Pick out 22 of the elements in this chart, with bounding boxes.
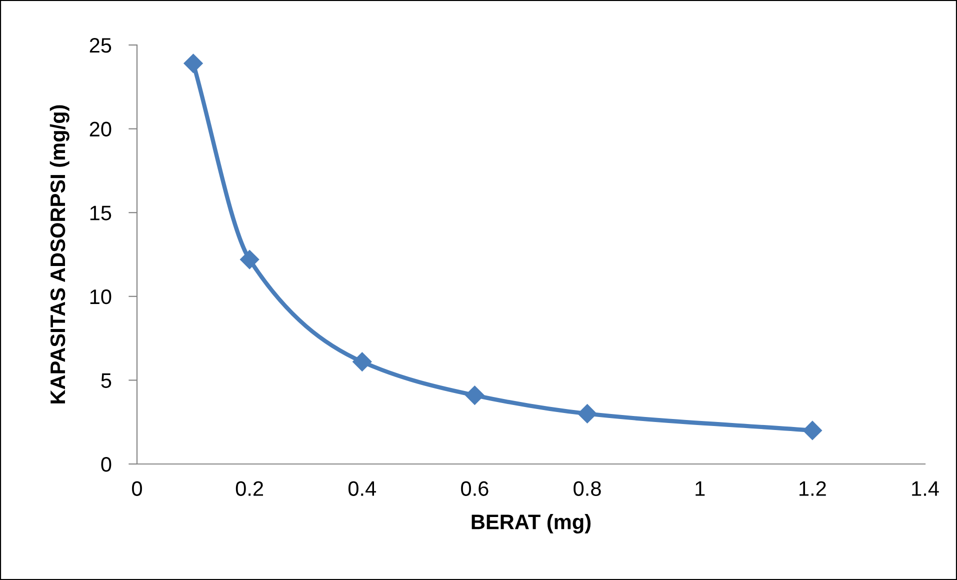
x-tick-label: 0.8 xyxy=(574,481,601,496)
x-tick-label: 0.6 xyxy=(461,481,488,496)
x-tick-label: 1.4 xyxy=(912,481,939,496)
y-tick-label: 15 xyxy=(90,206,112,220)
y-tick-label: 5 xyxy=(101,373,112,388)
y-tick-label: 0 xyxy=(101,457,112,472)
point xyxy=(184,54,203,73)
x-tick-label: 1.2 xyxy=(800,481,826,496)
point xyxy=(802,420,822,440)
point xyxy=(352,352,372,372)
x-tick-label: 1 xyxy=(696,481,705,496)
x-tick-label: 0 xyxy=(132,481,142,496)
y-axis-title: KAPASITAS ADSORPSI (mg/g) xyxy=(50,105,70,404)
y-tick-label: 10 xyxy=(90,289,112,304)
y-tick-label: 20 xyxy=(90,122,112,137)
x-tick-label: 0.4 xyxy=(348,481,376,496)
x-axis-title: BERAT (mg) xyxy=(472,514,591,534)
y-tick-label: 25 xyxy=(90,38,112,53)
point xyxy=(465,386,484,405)
x-tick-label: 0.2 xyxy=(236,481,264,496)
point xyxy=(578,404,597,424)
point xyxy=(240,250,260,270)
